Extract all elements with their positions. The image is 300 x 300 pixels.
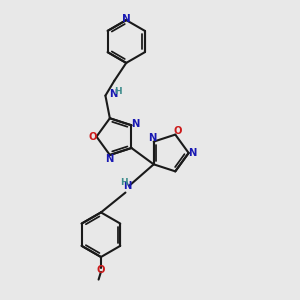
Text: N: N [189, 148, 197, 158]
Text: N: N [148, 133, 157, 143]
Text: N: N [109, 88, 117, 98]
Text: N: N [122, 14, 130, 24]
Text: N: N [123, 181, 132, 191]
Text: N: N [131, 119, 140, 129]
Text: H: H [114, 87, 122, 96]
Text: O: O [88, 132, 97, 142]
Text: H: H [120, 178, 128, 187]
Text: O: O [173, 126, 182, 136]
Text: O: O [97, 265, 105, 275]
Text: N: N [105, 154, 113, 164]
